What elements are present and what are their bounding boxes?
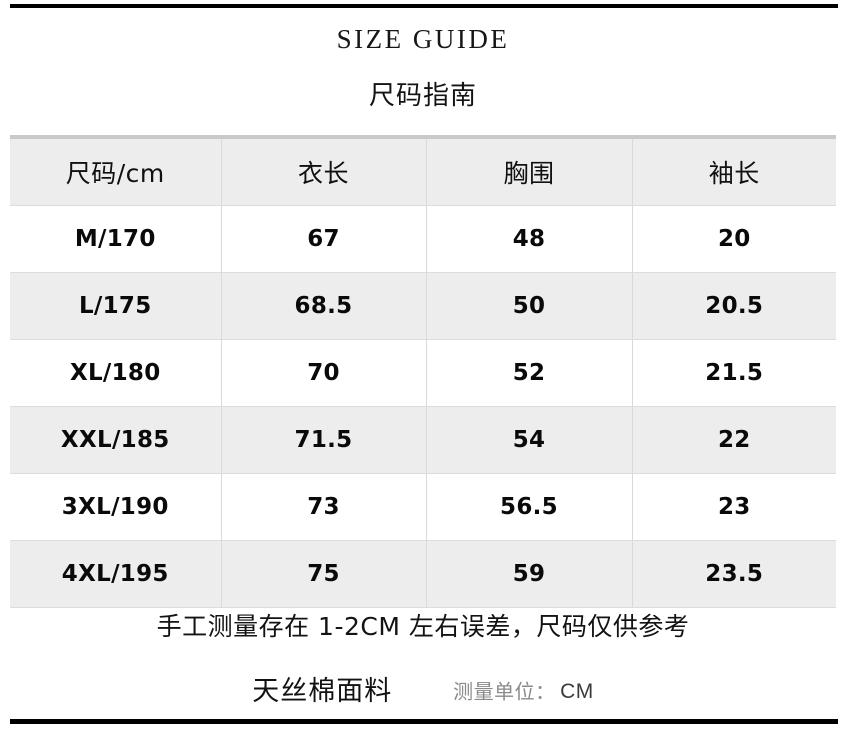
table-row: M/170 67 48 20 xyxy=(10,205,836,273)
cell-bust: 59 xyxy=(426,540,633,608)
cell-size: L/175 xyxy=(10,272,222,340)
cell-size: 4XL/195 xyxy=(10,540,222,608)
column-header-bust: 胸围 xyxy=(426,135,633,206)
column-header-sleeve: 袖长 xyxy=(632,135,836,206)
table-body: M/170 67 48 20 L/175 68.5 50 20.5 XL/180… xyxy=(10,205,836,608)
cell-sleeve: 22 xyxy=(632,406,836,474)
cell-bust: 52 xyxy=(426,339,633,407)
column-header-size: 尺码/cm xyxy=(10,135,222,206)
measurement-tolerance-note: 手工测量存在 1-2CM 左右误差，尺码仅供参考 xyxy=(156,612,690,641)
cell-length: 67 xyxy=(221,205,427,273)
table-header-row: 尺码/cm 衣长 胸围 袖长 xyxy=(10,135,836,206)
cell-size: XL/180 xyxy=(10,339,222,407)
top-divider-rule xyxy=(10,4,838,8)
fabric-label: 天丝棉面料 xyxy=(252,676,393,707)
cell-length: 73 xyxy=(221,473,427,541)
cell-length: 71.5 xyxy=(221,406,427,474)
cell-size: XXL/185 xyxy=(10,406,222,474)
cell-sleeve: 23 xyxy=(632,473,836,541)
cell-length: 68.5 xyxy=(221,272,427,340)
table-row: 3XL/190 73 56.5 23 xyxy=(10,473,836,541)
table-header: 尺码/cm 衣长 胸围 袖长 xyxy=(10,135,836,206)
cell-length: 75 xyxy=(221,540,427,608)
measurement-unit-label: 测量单位： xyxy=(453,679,556,704)
bottom-divider-rule xyxy=(10,719,838,724)
cell-sleeve: 23.5 xyxy=(632,540,836,608)
fabric-and-unit-line: 天丝棉面料 测量单位： CM xyxy=(0,678,846,705)
cell-bust: 56.5 xyxy=(426,473,633,541)
cell-sleeve: 21.5 xyxy=(632,339,836,407)
page-title-english: SIZE GUIDE xyxy=(336,24,510,54)
table-row: L/175 68.5 50 20.5 xyxy=(10,272,836,340)
cell-length: 70 xyxy=(221,339,427,407)
cell-size: M/170 xyxy=(10,205,222,273)
cell-sleeve: 20.5 xyxy=(632,272,836,340)
column-header-length: 衣长 xyxy=(221,135,427,206)
size-guide-table: 尺码/cm 衣长 胸围 袖长 M/170 67 48 20 L/175 68.5… xyxy=(10,135,836,608)
measurement-unit-value: CM xyxy=(560,680,594,703)
cell-bust: 50 xyxy=(426,272,633,340)
table-row: XL/180 70 52 21.5 xyxy=(10,339,836,407)
table-row: XXL/185 71.5 54 22 xyxy=(10,406,836,474)
table-row: 4XL/195 75 59 23.5 xyxy=(10,540,836,608)
cell-bust: 48 xyxy=(426,205,633,273)
page-title-chinese: 尺码指南 xyxy=(368,81,477,111)
cell-bust: 54 xyxy=(426,406,633,474)
cell-sleeve: 20 xyxy=(632,205,836,273)
cell-size: 3XL/190 xyxy=(10,473,222,541)
